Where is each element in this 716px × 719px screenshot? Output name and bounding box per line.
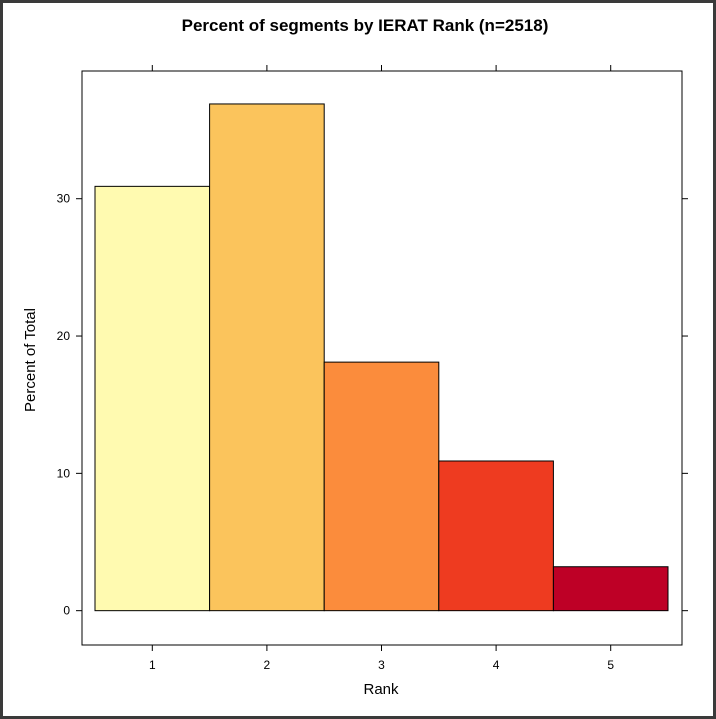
x-tick-label-3: 3 (378, 658, 385, 672)
y-tick-label-10: 10 (57, 466, 71, 480)
axes-group: 1 2 3 4 5 0 10 20 30 (57, 65, 688, 672)
bar-chart: Percent of segments by IERAT Rank (n=251… (22, 16, 688, 698)
y-tick-label-30: 30 (57, 192, 71, 206)
y-tick-label-0: 0 (63, 604, 70, 618)
x-tick-label-5: 5 (607, 658, 614, 672)
bar-rank-3 (323, 361, 440, 612)
x-tick-label-4: 4 (493, 658, 500, 672)
bar-rank-5 (552, 566, 669, 612)
bar-rank-2 (209, 103, 325, 612)
bar-rank-1 (94, 185, 211, 612)
y-tick-label-20: 20 (57, 329, 71, 343)
chart-title: Percent of segments by IERAT Rank (n=251… (182, 16, 549, 35)
bars-group (94, 103, 669, 612)
y-axis-label: Percent of Total (22, 308, 39, 412)
bar-rank-4 (438, 460, 554, 612)
x-tick-label-2: 2 (264, 658, 271, 672)
x-axis-label: Rank (363, 681, 399, 698)
x-tick-label-1: 1 (149, 658, 156, 672)
